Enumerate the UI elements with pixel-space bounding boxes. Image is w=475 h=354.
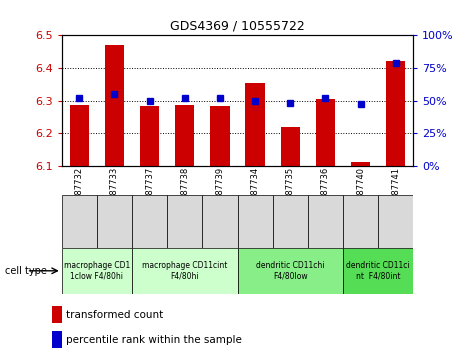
Bar: [308, 195, 343, 248]
Text: dendritic CD11ci
nt  F4/80int: dendritic CD11ci nt F4/80int: [346, 261, 410, 280]
Bar: [273, 195, 308, 248]
Bar: [343, 195, 378, 248]
Bar: [132, 248, 238, 294]
Text: cell type: cell type: [5, 266, 47, 276]
Bar: [238, 195, 273, 248]
Text: macrophage CD1
1clow F4/80hi: macrophage CD1 1clow F4/80hi: [64, 261, 130, 280]
Bar: [62, 195, 97, 248]
Bar: [210, 107, 229, 166]
Bar: [167, 195, 202, 248]
Text: macrophage CD11cint
F4/80hi: macrophage CD11cint F4/80hi: [142, 261, 228, 280]
Bar: [351, 162, 370, 166]
Bar: [238, 248, 343, 294]
Bar: [386, 62, 405, 166]
Bar: [51, 306, 62, 323]
Bar: [140, 106, 159, 166]
Title: GDS4369 / 10555722: GDS4369 / 10555722: [170, 20, 305, 33]
Bar: [70, 105, 89, 166]
Bar: [51, 331, 62, 348]
Bar: [105, 45, 124, 166]
Bar: [316, 99, 335, 166]
Bar: [132, 195, 167, 248]
Bar: [175, 105, 194, 166]
Bar: [246, 82, 265, 166]
Bar: [281, 127, 300, 166]
Bar: [62, 248, 132, 294]
Text: transformed count: transformed count: [66, 310, 163, 320]
Bar: [97, 195, 132, 248]
Text: percentile rank within the sample: percentile rank within the sample: [66, 335, 242, 344]
Bar: [343, 248, 413, 294]
Bar: [378, 195, 413, 248]
Text: dendritic CD11chi
F4/80low: dendritic CD11chi F4/80low: [256, 261, 324, 280]
Bar: [202, 195, 238, 248]
